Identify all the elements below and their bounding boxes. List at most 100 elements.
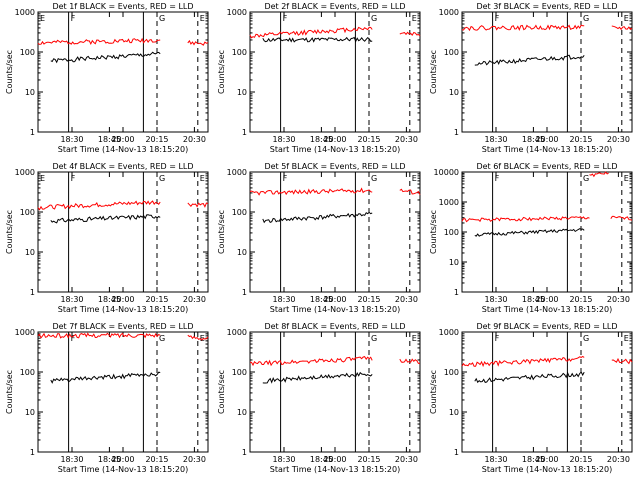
events-series-line (262, 371, 373, 384)
y-tick-label: 1 (30, 448, 35, 457)
plot-panel-1: Det 1f BLACK = Events, RED = LLD 1 10 100 10… (5, 2, 209, 154)
y-tick-label: 100 (444, 48, 459, 57)
y-tick-label: 100 (232, 48, 247, 57)
event-marker: G (159, 14, 165, 23)
plot-title: Det 2f BLACK = Events, RED = LLD (264, 2, 405, 11)
y-tick-label: 10 (449, 258, 459, 267)
x-tick-label: 18:30 (60, 135, 83, 144)
x-tick-label: 18:45 (522, 455, 545, 464)
event-marker: E (412, 174, 417, 183)
lld-series-line (461, 216, 590, 223)
x-axis-label: Start Time (14-Nov-13 18:15:20) (270, 465, 400, 474)
plot-frame (249, 171, 421, 293)
plot-frame (37, 11, 209, 133)
x-tick-label: 20:30 (395, 135, 418, 144)
x-tick-label: 18:45 (522, 135, 545, 144)
plot-title: Det 6f BLACK = Events, RED = LLD (476, 162, 617, 171)
event-marker: G (371, 14, 377, 23)
x-axis-label: Start Time (14-Nov-13 18:15:20) (482, 305, 612, 314)
lld-series-line (399, 358, 420, 364)
plot-title: Det 7f BLACK = Events, RED = LLD (52, 322, 193, 331)
x-tick-label: 18:45 (98, 455, 121, 464)
lld-series-line (611, 357, 633, 365)
plot-panel-9: Det 9f BLACK = Events, RED = LLD 1 10 100 10… (429, 322, 633, 474)
plot-panel-8: Det 8f BLACK = Events, RED = LLD 1 10 100 10… (217, 322, 421, 474)
x-tick-label: 20:30 (183, 295, 206, 304)
x-tick-label: 20:00 (111, 295, 134, 304)
plot-panel-4: Det 4f BLACK = Events, RED = LLD 1 10 100 10… (5, 162, 209, 314)
plot-panel-2: Det 2f BLACK = Events, RED = LLD 1 10 100 10… (217, 2, 421, 154)
event-marker: G (371, 334, 377, 343)
x-tick-label: 18:30 (272, 295, 295, 304)
lld-series-line (461, 24, 585, 32)
y-tick-label: 100 (232, 208, 247, 217)
event-marker: F (495, 14, 500, 23)
y-tick-label: 10000 (434, 168, 459, 177)
y-tick-label: 1 (30, 288, 35, 297)
x-tick-label: 18:30 (272, 455, 295, 464)
event-marker: E (624, 14, 629, 23)
y-tick-label: 10 (237, 88, 247, 97)
events-series-line (262, 211, 373, 224)
x-tick-label: 18:30 (60, 295, 83, 304)
y-tick-label: 1000 (15, 168, 35, 177)
y-tick-label: 1000 (439, 198, 459, 207)
y-tick-label: 100 (444, 368, 459, 377)
x-tick-label: 20:00 (111, 455, 134, 464)
lld-series-line (589, 171, 609, 178)
y-axis-label: Counts/sec (429, 50, 438, 94)
event-marker: E (200, 14, 205, 23)
y-tick-label: 1 (242, 448, 247, 457)
event-marker: E (40, 174, 45, 183)
y-tick-label: 10 (449, 88, 459, 97)
event-marker: F (283, 174, 288, 183)
x-axis-label: Start Time (14-Nov-13 18:15:20) (482, 465, 612, 474)
y-tick-label: 1 (454, 288, 459, 297)
y-tick-label: 100 (20, 48, 35, 57)
x-tick-label: 18:30 (60, 455, 83, 464)
event-marker: G (583, 14, 589, 23)
y-tick-label: 1000 (15, 328, 35, 337)
y-tick-label: 1000 (227, 8, 247, 17)
y-tick-label: 1000 (439, 8, 459, 17)
plot-title: Det 9f BLACK = Events, RED = LLD (476, 322, 617, 331)
events-series-line (50, 214, 161, 224)
lld-series-line (249, 356, 373, 367)
lld-series-line (187, 334, 209, 341)
event-marker: F (71, 334, 76, 343)
event-marker: E (200, 334, 205, 343)
plot-title: Det 5f BLACK = Events, RED = LLD (264, 162, 405, 171)
y-tick-label: 100 (20, 208, 35, 217)
plot-panel-6: Det 6f BLACK = Events, RED = LLD 1 10 100 10… (429, 162, 633, 314)
plot-frame (249, 331, 421, 453)
y-tick-label: 100 (232, 368, 247, 377)
event-marker: E (624, 174, 629, 183)
event-marker: G (583, 334, 589, 343)
x-tick-label: 20:00 (111, 135, 134, 144)
event-marker: F (283, 14, 288, 23)
y-tick-label: 10 (237, 408, 247, 417)
x-tick-label: 20:30 (183, 455, 206, 464)
y-tick-label: 10 (449, 408, 459, 417)
plot-frame (249, 11, 421, 133)
event-marker: G (583, 174, 589, 183)
x-tick-label: 20:30 (395, 455, 418, 464)
event-marker: G (371, 174, 377, 183)
y-tick-label: 1000 (227, 168, 247, 177)
plot-title: Det 3f BLACK = Events, RED = LLD (476, 2, 617, 11)
event-marker: F (495, 174, 500, 183)
x-tick-label: 20:30 (607, 135, 630, 144)
x-tick-label: 20:15 (145, 135, 168, 144)
lld-series-line (399, 31, 421, 37)
y-tick-label: 10 (25, 88, 35, 97)
x-tick-label: 18:30 (484, 135, 507, 144)
events-series-line (50, 51, 161, 64)
y-axis-label: Counts/sec (217, 370, 226, 414)
y-tick-label: 1 (242, 288, 247, 297)
events-series-line (474, 371, 585, 384)
y-tick-label: 10 (25, 408, 35, 417)
y-tick-label: 100 (20, 368, 35, 377)
event-marker: G (159, 334, 165, 343)
x-tick-label: 20:15 (357, 135, 380, 144)
events-series-line (262, 36, 373, 43)
